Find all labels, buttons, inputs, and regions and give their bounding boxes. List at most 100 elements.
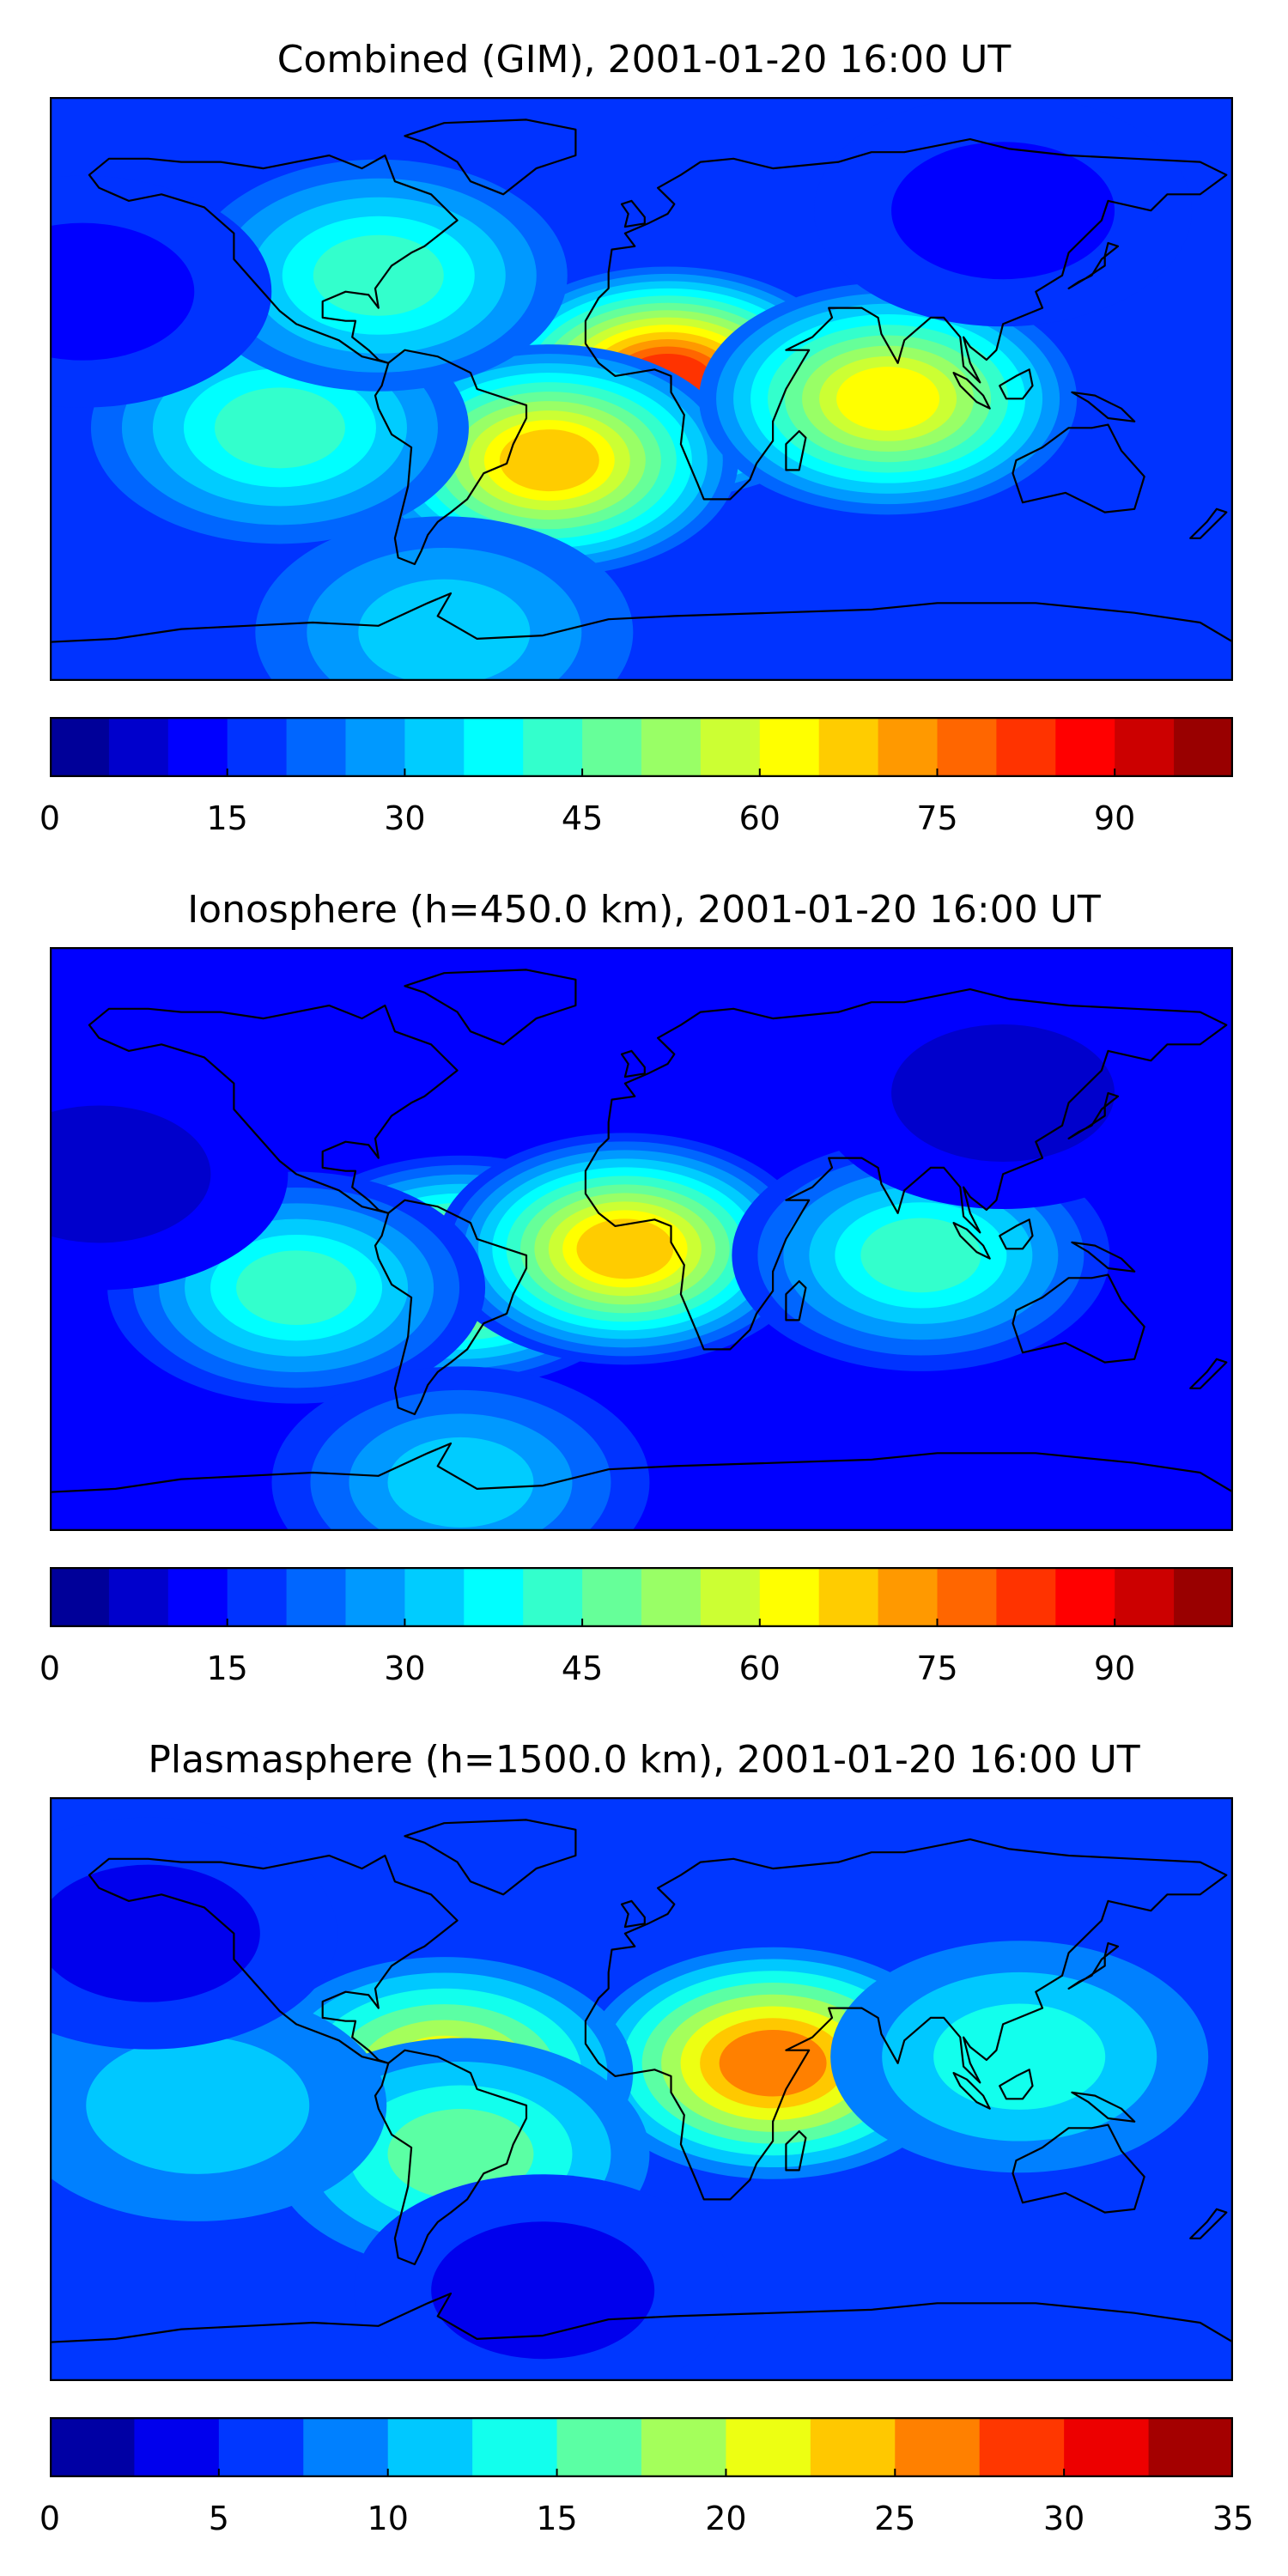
colorbar-tick-label: 0 — [39, 799, 61, 837]
colorbar-tick-label: 15 — [536, 2500, 578, 2537]
colorbar-segment — [464, 717, 524, 777]
colorbar-segment — [523, 1567, 583, 1627]
contour-band — [50, 222, 195, 361]
colorbar-segment — [1115, 717, 1175, 777]
coastline-borneo — [999, 1218, 1034, 1250]
contour-band — [86, 2036, 310, 2174]
contour-band — [358, 579, 531, 681]
coastline-antarctica-coast — [50, 592, 1233, 681]
coastline-japan — [1067, 1941, 1120, 1990]
map-frame — [50, 97, 1233, 681]
tec-feature — [255, 516, 634, 681]
tec-feature — [814, 97, 1192, 327]
tec-feature — [435, 1133, 814, 1365]
contour-band — [214, 387, 345, 469]
tec-map — [50, 1797, 1233, 2381]
colorbar-tick-label: 25 — [874, 2500, 916, 2537]
tec-map — [50, 947, 1233, 1531]
colorbar-segment — [641, 717, 702, 777]
contour-band — [499, 429, 599, 492]
colorbar-tick-label: 45 — [561, 799, 604, 837]
contour-band — [50, 1864, 260, 2002]
coastline-uk — [620, 1049, 646, 1078]
colorbar-segment — [50, 2417, 136, 2477]
tec-feature — [50, 175, 272, 408]
coastline-madagascar — [785, 1280, 807, 1321]
tec-feature — [50, 1058, 289, 1291]
coastline-north-america — [88, 1004, 459, 1214]
colorbar-segment — [286, 717, 347, 777]
colorbar-segment — [472, 2417, 558, 2477]
colorbar-segment — [996, 1567, 1056, 1627]
colorbar-segment — [556, 2417, 642, 2477]
colorbar-segment — [218, 2417, 304, 2477]
colorbar-segment — [878, 1567, 939, 1627]
coastline-sumatra — [952, 1222, 991, 1260]
colorbar-tick-labels: 0 15 30 45 60 75 90 — [39, 1649, 1233, 1692]
contour-band — [50, 1105, 211, 1243]
colorbar-frame — [50, 717, 1233, 777]
contour-band — [387, 2109, 534, 2200]
colorbar-tick-label: 5 — [208, 2500, 229, 2537]
colorbar-segment — [937, 717, 997, 777]
coastline-eurasia-africa — [584, 988, 1228, 1351]
contour-band — [387, 1437, 534, 1528]
colorbar-segment — [286, 1567, 347, 1627]
colorbar-segment — [345, 717, 405, 777]
map-title: Ionosphere (h=450.0 km), 2001-01-20 16:0… — [187, 888, 1101, 932]
colorbar-tick-label: 0 — [39, 1649, 61, 1687]
tec-feature — [354, 2174, 732, 2381]
coastline-japan — [1067, 1091, 1120, 1139]
colorbar-tick-label: 75 — [916, 1649, 958, 1687]
colorbar-segment — [167, 717, 228, 777]
colorbar-frame — [50, 2417, 1233, 2477]
colorbar-segment — [303, 2417, 389, 2477]
colorbar-segment — [1055, 1567, 1115, 1627]
colorbar-segment — [641, 2417, 727, 2477]
coastline-sumatra — [952, 372, 991, 410]
coastline-new-guinea — [1071, 2091, 1136, 2123]
coastline-borneo — [999, 368, 1034, 400]
contour-band — [431, 2221, 655, 2360]
colorbar-tick-label: 10 — [367, 2500, 409, 2537]
colorbar-segment — [810, 2417, 896, 2477]
contour-band — [891, 142, 1115, 280]
colorbar-segment — [700, 1567, 761, 1627]
coastline-south-america — [374, 349, 528, 566]
coastline-greenland — [404, 969, 577, 1046]
coastline-greenland — [404, 118, 577, 196]
colorbar-tick-label: 15 — [206, 799, 248, 837]
colorbar — [50, 717, 1233, 777]
colorbar-segment — [1174, 1567, 1233, 1627]
colorbar-tick-label: 45 — [561, 1649, 604, 1687]
colorbar-segment — [1115, 1567, 1175, 1627]
tec-feature — [50, 1817, 337, 2050]
coastline-south-america — [374, 1199, 528, 1416]
coastline-antarctica-coast — [50, 1442, 1233, 1531]
map-frame — [50, 1797, 1233, 2381]
colorbar-segment — [464, 1567, 524, 1627]
colorbar-tick-label: 90 — [1094, 799, 1136, 837]
contour-band — [933, 2003, 1106, 2110]
colorbar-segment — [134, 2417, 220, 2477]
colorbar-tick-label: 20 — [705, 2500, 747, 2537]
colorbar-segment — [996, 717, 1056, 777]
contour-band — [313, 234, 444, 316]
coastline-new-zealand — [1189, 2208, 1228, 2239]
colorbar-segment — [759, 717, 820, 777]
colorbar-tick-label: 60 — [738, 799, 781, 837]
colorbar-segment — [818, 717, 879, 777]
colorbar-segment — [227, 717, 288, 777]
map-title: Combined (GIM), 2001-01-20 16:00 UT — [276, 38, 1012, 82]
coastline-eurasia-africa — [584, 1838, 1228, 2201]
colorbar-segment — [937, 1567, 997, 1627]
colorbar-segment — [345, 1567, 405, 1627]
colorbar-tick-label: 35 — [1212, 2500, 1255, 2537]
coastline-new-zealand — [1189, 507, 1228, 539]
colorbar-segment — [759, 1567, 820, 1627]
colorbar-tick-label: 75 — [916, 799, 958, 837]
coastline-north-america — [88, 1854, 459, 2064]
contour-band — [860, 1218, 981, 1293]
colorbar-segment — [404, 717, 465, 777]
